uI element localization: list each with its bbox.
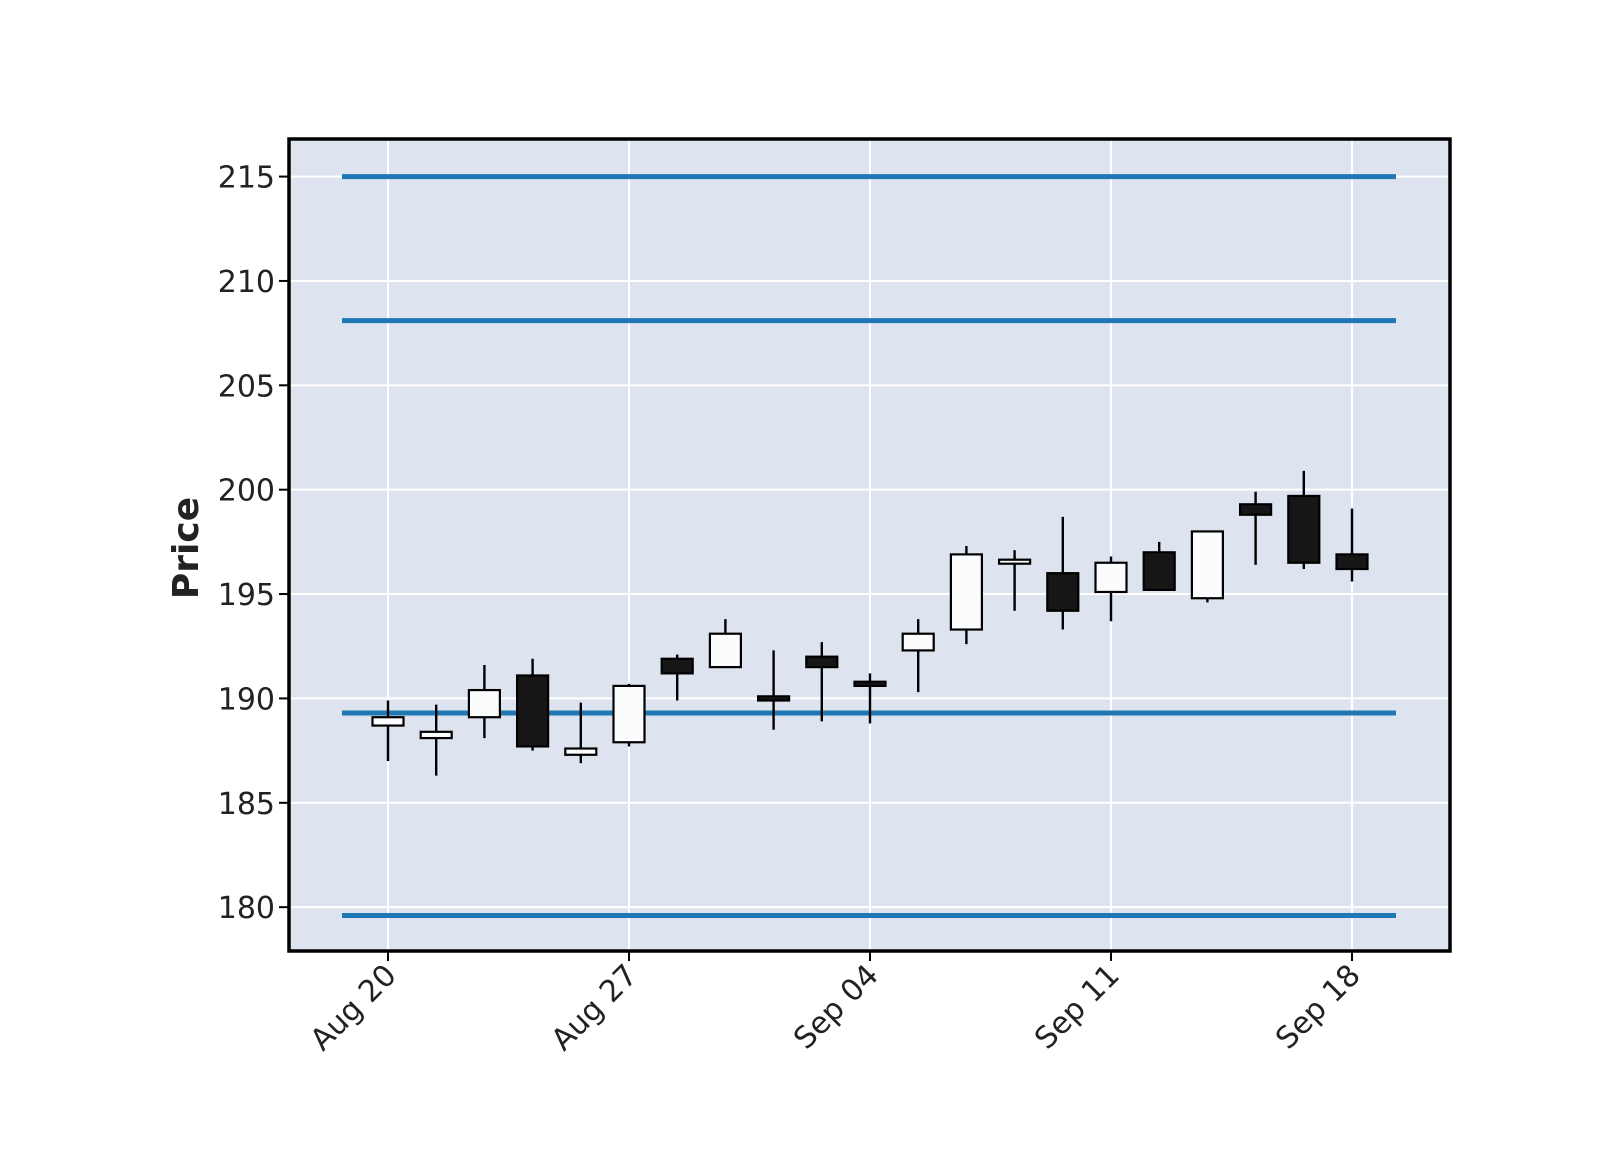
y-tick-label: 190	[218, 682, 275, 717]
x-tick-label: Sep 04	[787, 958, 885, 1056]
candles	[371, 470, 1369, 776]
candle	[371, 700, 405, 762]
candle	[660, 654, 694, 701]
candle	[1238, 491, 1273, 565]
candle	[419, 704, 453, 776]
candle-body	[853, 680, 887, 687]
candle-body	[1190, 530, 1225, 600]
candle-body	[515, 674, 550, 748]
candle	[467, 665, 501, 739]
candle-body	[1238, 503, 1273, 516]
y-axis-label: Price	[166, 497, 207, 599]
candle-body	[564, 747, 598, 756]
candle-body	[708, 632, 743, 669]
candle	[1094, 556, 1128, 622]
candle-body	[805, 655, 839, 669]
x-tick-label: Sep 11	[1028, 958, 1126, 1056]
candle-body	[1094, 561, 1128, 594]
candle-body	[1287, 494, 1321, 564]
candle	[949, 546, 984, 645]
candle-body	[660, 657, 694, 675]
candle	[1335, 508, 1369, 582]
y-tick-label: 215	[218, 161, 275, 196]
y-tick-label: 185	[218, 787, 275, 822]
y-tick-label: 200	[218, 474, 275, 509]
x-tick-label: Aug 27	[545, 958, 645, 1058]
candle-body	[997, 558, 1032, 565]
candle	[756, 650, 791, 730]
candle	[853, 673, 887, 724]
candle	[612, 683, 646, 747]
candle-body	[371, 716, 405, 727]
y-tick-label: 195	[218, 578, 275, 613]
y-axis-ticks: 180 185 190 195 200 205 210 215	[218, 161, 289, 926]
y-tick-label: 205	[218, 369, 275, 404]
candle-body	[756, 695, 791, 702]
candle-body	[1142, 551, 1176, 591]
y-tick-label: 210	[218, 265, 275, 300]
candle	[901, 619, 935, 693]
candle	[1142, 541, 1176, 591]
candle-body	[949, 553, 984, 631]
x-axis-ticks: Aug 20 Aug 27 Sep 04 Sep 11 Sep 18	[304, 951, 1368, 1058]
x-tick-label: Aug 20	[304, 958, 404, 1058]
candle	[564, 702, 598, 764]
candle-body	[1335, 553, 1369, 571]
candle	[708, 619, 743, 669]
candle-body	[1046, 572, 1080, 612]
candle	[1190, 530, 1225, 603]
candle	[997, 550, 1032, 611]
candle	[1046, 516, 1080, 630]
x-tick-label: Sep 18	[1269, 958, 1367, 1056]
candle	[805, 642, 839, 722]
candle	[515, 658, 550, 751]
candle-body	[467, 688, 501, 719]
y-tick-label: 180	[218, 891, 275, 926]
candle-body	[901, 632, 935, 652]
candle	[1287, 470, 1321, 570]
candle-body	[612, 684, 646, 744]
candle-body	[419, 730, 453, 740]
